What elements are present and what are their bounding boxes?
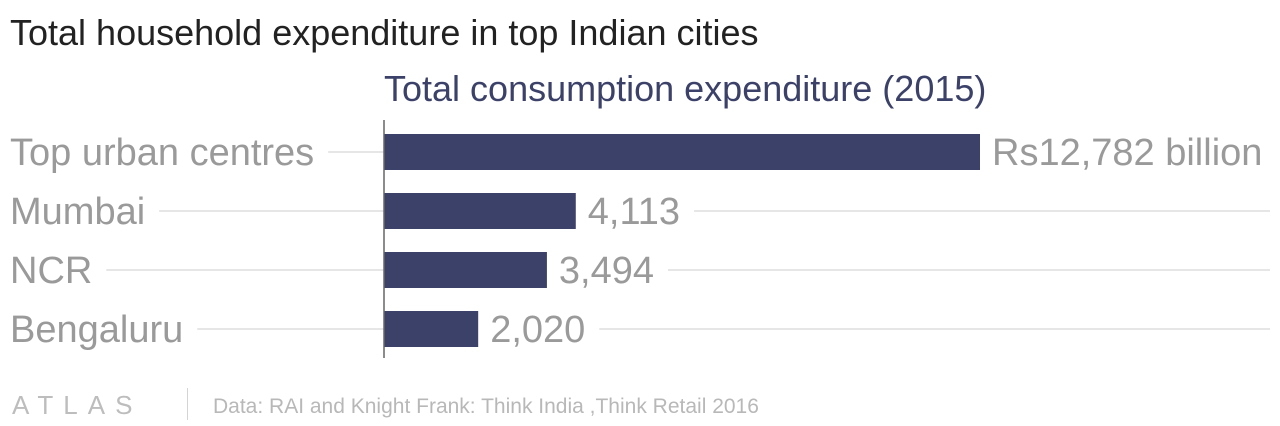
category-label-top-urban-centres: Top urban centres	[10, 132, 314, 174]
source-note: Data: RAI and Knight Frank: Think India …	[213, 395, 759, 418]
value-label-top-urban-centres: Rs12,782 billion	[992, 132, 1262, 174]
value-label-mumbai: 4,113	[588, 191, 680, 233]
bar-ncr	[384, 252, 547, 288]
chart-title: Total household expenditure in top India…	[10, 12, 759, 53]
chart-subtitle: Total consumption expenditure (2015)	[384, 68, 987, 109]
value-label-ncr: 3,494	[559, 250, 654, 292]
category-label-bengaluru: Bengaluru	[10, 309, 183, 351]
bar-top-urban-centres	[384, 134, 980, 170]
value-label-bengaluru: 2,020	[490, 309, 585, 351]
bar-chart: Top urban centres Rs12,782 billion Mumbai 4…	[10, 120, 1270, 358]
category-label-mumbai: Mumbai	[10, 191, 145, 233]
footer-divider	[187, 388, 188, 420]
atlas-logo[interactable]: ATLAS	[12, 390, 143, 420]
bar-mumbai	[384, 193, 576, 229]
footer: ATLAS Data: RAI and Knight Frank: Think …	[0, 380, 1280, 426]
bar-bengaluru	[384, 311, 479, 347]
category-label-ncr: NCR	[10, 250, 92, 292]
